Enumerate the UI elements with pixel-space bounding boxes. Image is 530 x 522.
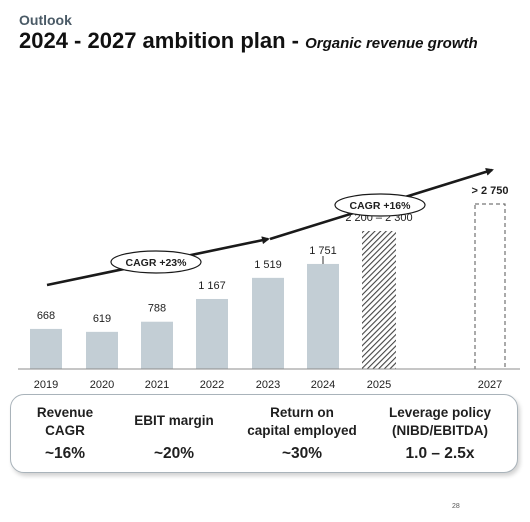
x-tick-2024: 2024 [311, 379, 335, 391]
x-tick-2020: 2020 [90, 379, 114, 391]
kpi-label-line: CAGR [45, 423, 85, 438]
kpi-label-line: (NIBD/EBITDA) [392, 423, 488, 438]
bar-2024 [307, 263, 339, 369]
x-tick-2022: 2022 [200, 379, 224, 391]
kpi-3: Return on capital employed ~30% [229, 395, 375, 472]
kpi-4: Leverage policy (NIBD/EBITDA) 1.0 – 2.5x [375, 395, 505, 472]
value-label-2023: 1 519 [254, 259, 282, 271]
kpi-value: ~16% [44, 445, 86, 462]
kpi-value: 1.0 – 2.5x [405, 445, 475, 462]
kpi-label-line: Revenue [36, 405, 94, 420]
kpi-label: Revenue CAGR [15, 404, 115, 440]
bar-2020 [86, 331, 118, 369]
title-separator: - [285, 28, 306, 53]
x-tick-2027: 2027 [478, 379, 502, 391]
bar-2019 [30, 328, 62, 369]
value-label-2021: 788 [148, 303, 166, 315]
x-tick-2019: 2019 [34, 379, 58, 391]
kpi-label: EBIT margin [119, 412, 229, 430]
kpi-label-line: Return on [270, 405, 334, 420]
value-label-2024: 1 751 [309, 245, 337, 257]
cagr-label-2: CAGR +16% [350, 200, 412, 212]
kpi-label: Leverage policy (NIBD/EBITDA) [375, 404, 505, 440]
page-number: 28 [452, 503, 460, 510]
kpi-panel: Revenue CAGR ~16% EBIT margin ~20% Return on c… [10, 394, 518, 473]
x-tick-2025: 2025 [367, 379, 391, 391]
bar-2025 [362, 231, 396, 369]
bar-2023 [252, 277, 284, 369]
cagr-label-1: CAGR +23% [126, 257, 188, 269]
kpi-label-line: capital employed [247, 423, 357, 438]
cagr-bubble-2 [334, 193, 426, 217]
x-tick-2021: 2021 [145, 379, 169, 391]
revenue-chart: 668 2019 619 2020 788 2021 1 167 2022 1 519 2023 1… [18, 167, 520, 391]
value-label-2027: > 2 750 [471, 185, 508, 197]
bar-2021 [141, 321, 173, 369]
title-main: 2024 - 2027 ambition plan [19, 28, 286, 53]
kpi-value: ~20% [153, 445, 195, 462]
kpi-1: Revenue CAGR ~16% [15, 395, 115, 472]
bar-2027 [474, 203, 506, 370]
kpi-2: EBIT margin ~20% [119, 395, 229, 472]
x-tick-2023: 2023 [256, 379, 280, 391]
value-label-2019: 668 [37, 310, 55, 322]
value-label-2022: 1 167 [198, 280, 226, 292]
section-label: Outlook [19, 12, 72, 28]
kpi-label-line: EBIT margin [134, 413, 214, 428]
subtitle: Organic revenue growth [305, 35, 478, 52]
bar-2022 [196, 298, 228, 369]
kpi-value: ~30% [281, 445, 323, 462]
kpi-label: Return on capital employed [229, 404, 375, 440]
value-label-2020: 619 [93, 313, 111, 325]
kpi-label-line: Leverage policy [388, 405, 492, 420]
cagr-bubble-1 [110, 250, 202, 274]
page-title: 2024 - 2027 ambition plan - Organic reve… [19, 28, 478, 54]
